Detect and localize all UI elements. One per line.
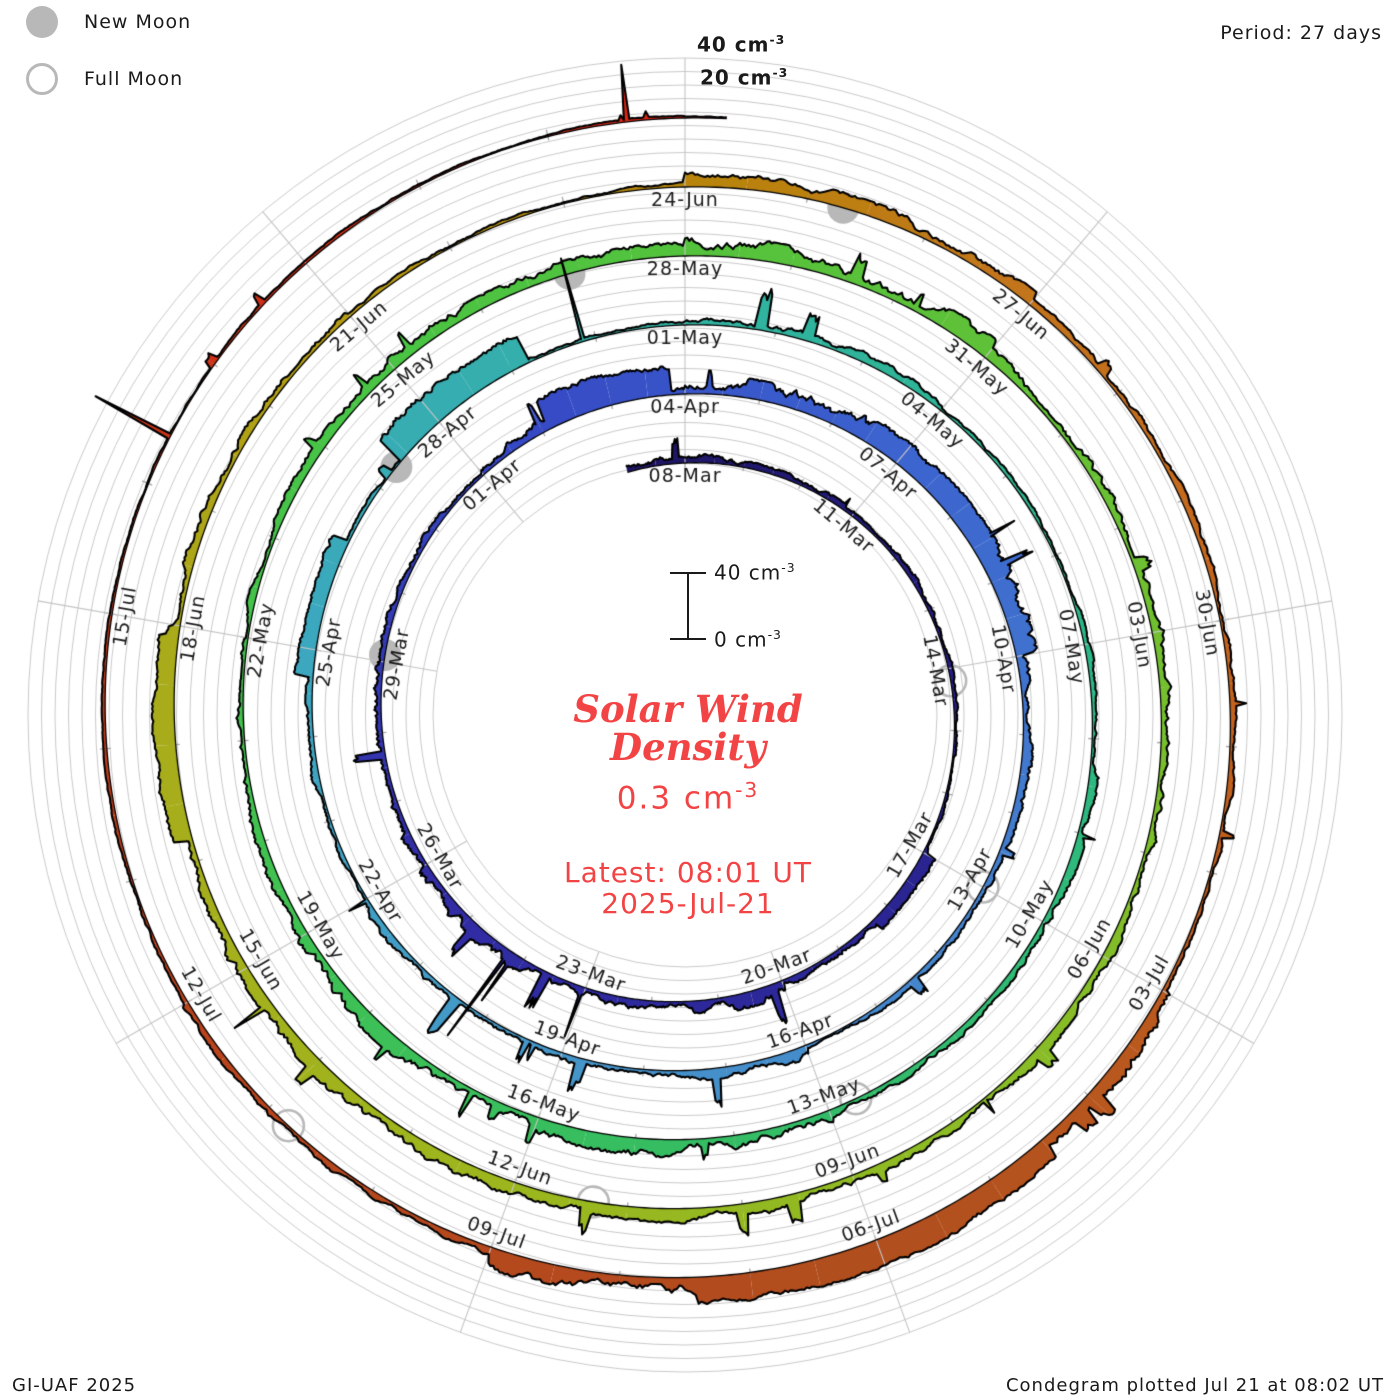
chart-title-line1: Solar Wind — [573, 687, 803, 731]
latest-time-label: Latest: 08:01 UT — [563, 856, 813, 890]
center-scale-bottom-cap — [670, 638, 706, 640]
center-annotation: Solar Wind Density 0.3 cm-3 Latest: 08:0… — [458, 690, 918, 919]
center-scale-bar — [687, 572, 689, 640]
center-scale-0-label: 0 cm-3 — [714, 627, 782, 652]
current-density-text: 0.3 cm — [616, 780, 736, 817]
current-density-value: 0.3 cm-3 — [458, 778, 918, 816]
chart-title-line2: Density — [609, 725, 766, 769]
full-moon-icon — [26, 63, 58, 95]
center-scale-0-text: 0 cm — [714, 627, 768, 652]
outer-scale-20-exp: -3 — [772, 65, 789, 80]
center-scale-0-exp: -3 — [767, 627, 782, 642]
outer-scale-40-exp: -3 — [769, 32, 786, 47]
center-scale-40-exp: -3 — [781, 560, 796, 575]
outer-scale-20-label: 20 cm-3 — [700, 65, 788, 90]
full-moon-label: Full Moon — [84, 68, 184, 90]
outer-scale-40-text: 40 cm — [697, 32, 770, 57]
latest-date-label: 2025-Jul-21 — [601, 887, 775, 921]
current-density-exp: -3 — [735, 778, 760, 802]
period-label: Period: 27 days — [1220, 22, 1382, 44]
legend-new-moon: New Moon — [26, 6, 191, 38]
new-moon-icon — [26, 6, 58, 38]
plotted-timestamp-label: Condegram plotted Jul 21 at 08:02 UT — [1005, 1375, 1384, 1396]
center-scale-40-label: 40 cm-3 — [714, 560, 796, 585]
new-moon-label: New Moon — [84, 11, 192, 33]
center-scale-40-text: 40 cm — [714, 560, 782, 585]
credit-label: GI-UAF 2025 — [12, 1375, 137, 1396]
legend-full-moon: Full Moon — [26, 63, 183, 95]
outer-scale-40-label: 40 cm-3 — [697, 32, 785, 57]
outer-scale-20-text: 20 cm — [700, 65, 773, 90]
